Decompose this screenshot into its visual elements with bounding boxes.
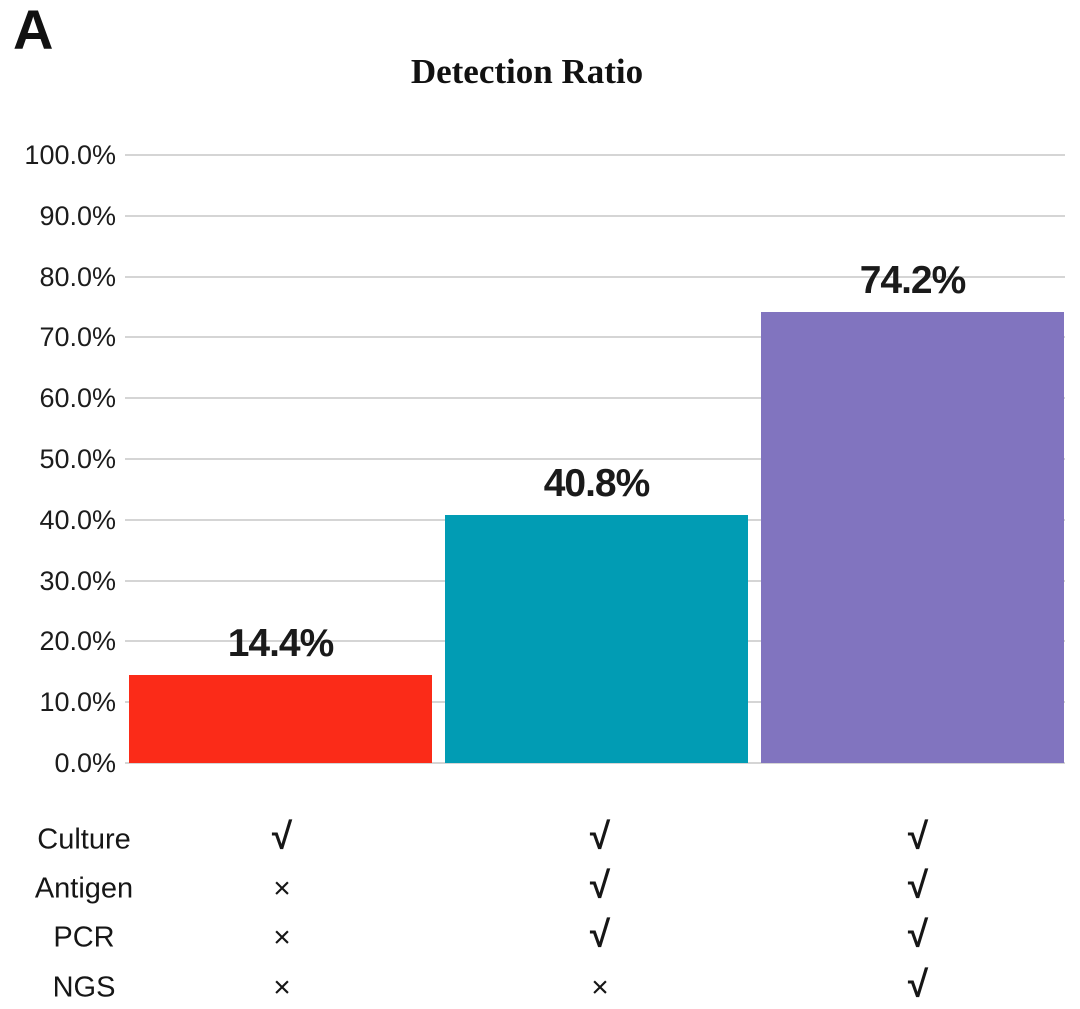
check-mark: √ xyxy=(589,913,611,955)
check-mark: √ xyxy=(907,913,929,955)
bar-value-label: 14.4% xyxy=(227,622,335,666)
gridline xyxy=(125,275,1065,278)
check-mark: √ xyxy=(271,815,293,857)
bar-value-label: 74.2% xyxy=(859,258,967,302)
gridline xyxy=(125,336,1065,339)
y-tick-label: 90.0% xyxy=(39,200,116,231)
y-tick-label: 70.0% xyxy=(39,322,116,353)
cross-mark: × xyxy=(591,971,609,1004)
y-tick-label: 40.0% xyxy=(39,504,116,535)
method-row-label: NGS xyxy=(52,971,116,1004)
bar xyxy=(761,311,1064,763)
gridline xyxy=(125,214,1065,217)
chart-title: Detection Ratio xyxy=(410,52,644,91)
panel-label: A xyxy=(13,0,54,61)
bar xyxy=(129,675,432,763)
cross-mark: × xyxy=(273,872,291,905)
y-tick-label: 80.0% xyxy=(39,261,116,292)
method-row-label: Antigen xyxy=(34,872,134,905)
gridline xyxy=(125,397,1065,400)
y-tick-label: 100.0% xyxy=(24,140,116,170)
check-mark: √ xyxy=(907,963,929,1005)
gridline xyxy=(125,458,1065,460)
y-tick-label: 50.0% xyxy=(39,444,116,474)
check-mark: √ xyxy=(589,815,611,857)
check-mark: √ xyxy=(907,815,929,857)
method-row-label: PCR xyxy=(53,921,115,954)
cross-mark: × xyxy=(273,921,291,954)
y-tick-label: 20.0% xyxy=(39,626,116,657)
bar xyxy=(445,514,748,763)
gridline xyxy=(125,154,1065,156)
check-mark: √ xyxy=(589,864,611,906)
y-tick-label: 0.0% xyxy=(54,748,116,778)
y-tick-label: 60.0% xyxy=(39,383,116,414)
bar-value-label: 40.8% xyxy=(543,461,651,505)
gridline xyxy=(125,762,1065,764)
y-tick-label: 30.0% xyxy=(39,565,116,596)
check-mark: √ xyxy=(907,864,929,906)
y-tick-label: 10.0% xyxy=(39,687,116,718)
cross-mark: × xyxy=(273,971,291,1004)
method-row-label: Culture xyxy=(37,823,131,856)
